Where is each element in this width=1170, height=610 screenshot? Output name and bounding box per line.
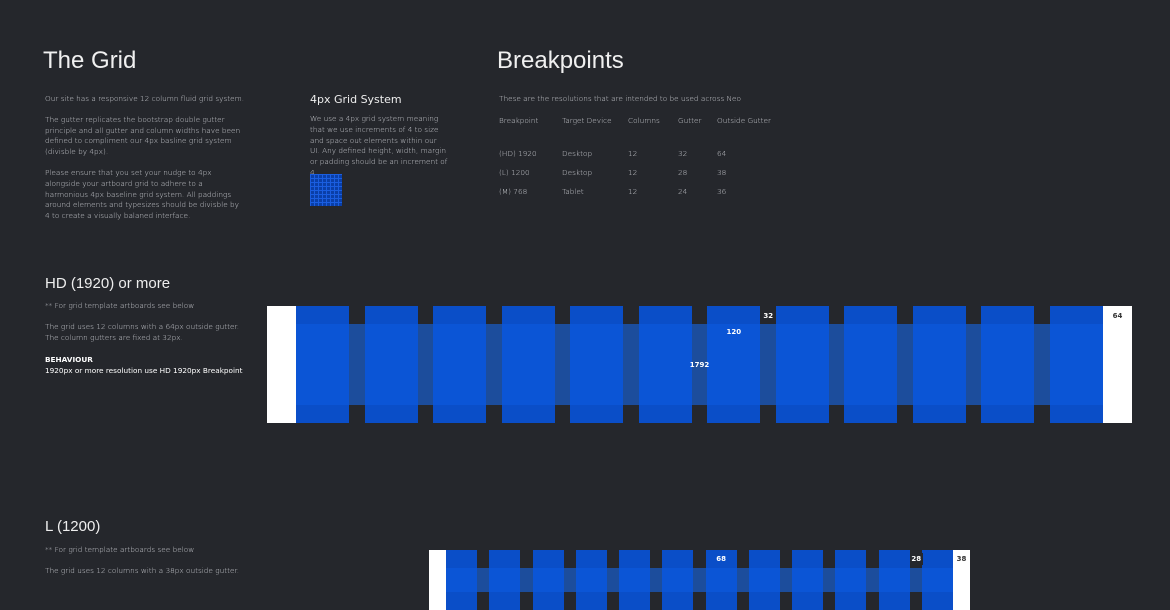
outside-gutter: [267, 306, 296, 423]
gutter-label: 32: [760, 310, 777, 322]
column-inner: [981, 324, 1035, 405]
outside-gutter: [1103, 306, 1132, 423]
table-cell: Desktop: [562, 168, 593, 177]
grid-text: Our site has a responsive 12 column flui…: [45, 94, 245, 232]
l-note: ** For grid template artboards see below: [45, 545, 195, 554]
hd-note: ** For grid template artboards see below: [45, 301, 195, 310]
table-cell: Desktop: [562, 149, 593, 158]
table-cell: 38: [717, 168, 727, 177]
column-inner: [570, 324, 624, 405]
behaviour-text: 1920px or more resolution use HD 1920px …: [45, 366, 243, 375]
column-label: 68: [716, 555, 726, 563]
table-cell: 32: [678, 149, 688, 158]
table-cell: (HD) 1920: [499, 149, 537, 158]
table-header: Target Device: [562, 116, 612, 125]
outside-label: 38: [956, 555, 967, 563]
paragraph: Our site has a responsive 12 column flui…: [45, 94, 245, 103]
table-cell: 64: [717, 149, 727, 158]
paragraph: The gutter replicates the bootstrap doub…: [45, 114, 241, 157]
column-inner: [501, 324, 555, 405]
column-inner: [638, 324, 692, 405]
column-inner: [364, 324, 418, 405]
content-label: 1792: [689, 361, 710, 369]
table-header: Breakpoint: [499, 116, 539, 125]
column-inner: [433, 324, 487, 405]
content-band: [296, 324, 1103, 405]
l-text: The grid uses 12 columns with a 38px out…: [45, 566, 240, 575]
column-inner: [1050, 324, 1103, 405]
table-header: Gutter: [678, 116, 702, 125]
table-cell: 28: [678, 168, 688, 177]
grid-title: The Grid: [43, 47, 137, 74]
paragraph: Please ensure that you set your nudge to…: [45, 167, 239, 221]
table-cell: 36: [717, 187, 727, 196]
table-cell: 12: [628, 187, 638, 196]
table-cell: 12: [628, 149, 638, 158]
hd-text: The column gutters are fixed at 32px.: [45, 333, 183, 342]
table-cell: (L) 1200: [499, 168, 530, 177]
system-title: 4px Grid System: [310, 93, 402, 106]
column-inner: [775, 324, 829, 405]
breakpoints-title: Breakpoints: [497, 47, 624, 74]
hd-title: HD (1920) or more: [45, 275, 171, 292]
outside-gutter: [429, 550, 446, 610]
hd-text: The grid uses 12 columns with a 64px out…: [45, 322, 240, 331]
grid-swatch: [310, 174, 342, 206]
outside-label: 64: [1112, 312, 1123, 320]
column-inner: [844, 324, 898, 405]
column-inner: [912, 324, 966, 405]
behaviour-label: BEHAVIOUR: [45, 355, 93, 364]
column-inner: [296, 324, 349, 405]
table-cell: 24: [678, 187, 688, 196]
table-header: Outside Gutter: [717, 116, 771, 125]
column-label: 120: [726, 328, 742, 336]
page: The Grid Our site has a responsive 12 co…: [43, 47, 1132, 610]
table-cell: 12: [628, 168, 638, 177]
column-inner: [707, 324, 761, 405]
table-header: Columns: [628, 116, 660, 125]
breakpoints-intro: These are the resolutions that are inten…: [499, 94, 741, 103]
gutter-label: 28: [909, 553, 923, 565]
l-title: L (1200): [45, 518, 101, 535]
table-cell: Tablet: [562, 187, 584, 196]
system-text: We use a 4px grid system meaning that we…: [310, 114, 448, 177]
table-cell: (M) 768: [499, 187, 528, 196]
